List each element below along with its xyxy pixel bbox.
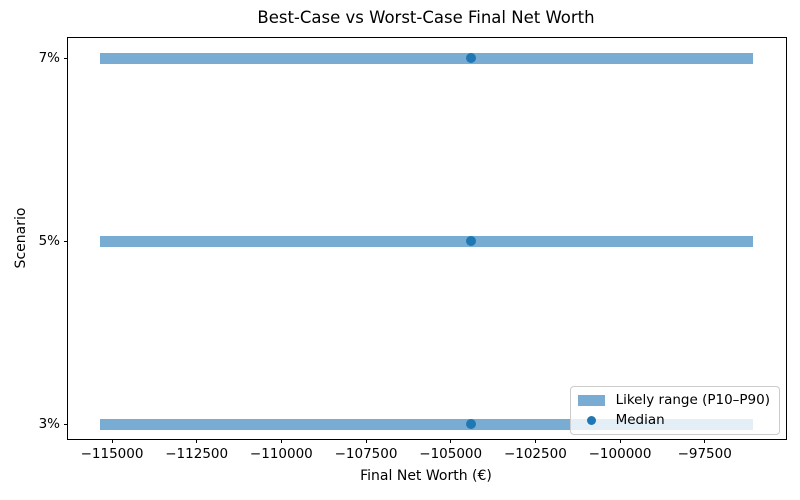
legend-median-marker-icon — [586, 416, 596, 425]
x-tick-mark — [450, 439, 452, 443]
legend-entry-range: Likely range (P10–P90) — [577, 392, 770, 409]
range-bar — [100, 235, 753, 247]
x-tick-mark — [196, 439, 198, 443]
legend-range-label: Likely range (P10–P90) — [615, 392, 770, 408]
plot-area: Likely range (P10–P90) Median −115000 −11… — [39, 37, 787, 462]
y-tick-label: 5% — [38, 233, 60, 250]
x-tick-label: −107500 — [334, 446, 398, 462]
x-tick-label: −112500 — [165, 446, 229, 462]
x-tick-mark — [365, 439, 367, 443]
x-tick-mark — [534, 439, 536, 443]
range-bar — [100, 418, 753, 430]
x-tick-label: −105000 — [419, 446, 483, 462]
median-point — [466, 236, 477, 247]
x-tick-label: −102500 — [503, 446, 567, 462]
x-tick-mark — [111, 439, 113, 443]
legend-median-marker-wrap — [578, 416, 605, 425]
y-tick-label: 7% — [38, 50, 60, 67]
legend-median-label: Median — [615, 412, 665, 428]
legend: Likely range (P10–P90) Median — [569, 386, 780, 435]
y-tick-label: 3% — [38, 416, 60, 433]
y-tick-mark — [64, 240, 68, 242]
median-point — [466, 419, 477, 430]
x-tick-mark — [619, 439, 621, 443]
chart-title: Best-Case vs Worst-Case Final Net Worth — [257, 8, 595, 27]
y-tick-mark — [64, 57, 68, 59]
x-tick-label: −100000 — [588, 446, 652, 462]
x-tick-label: −110000 — [249, 446, 313, 462]
x-tick-mark — [704, 439, 706, 443]
y-tick-mark — [64, 423, 68, 425]
x-tick-label: −97500 — [677, 446, 732, 462]
x-tick-label: −115000 — [80, 446, 144, 462]
x-axis-label: Final Net Worth (€) — [360, 468, 492, 484]
range-bar — [100, 52, 753, 64]
legend-entry-median: Median — [578, 412, 770, 429]
x-tick-mark — [280, 439, 282, 443]
legend-range-swatch — [577, 395, 605, 406]
median-point — [466, 53, 477, 64]
